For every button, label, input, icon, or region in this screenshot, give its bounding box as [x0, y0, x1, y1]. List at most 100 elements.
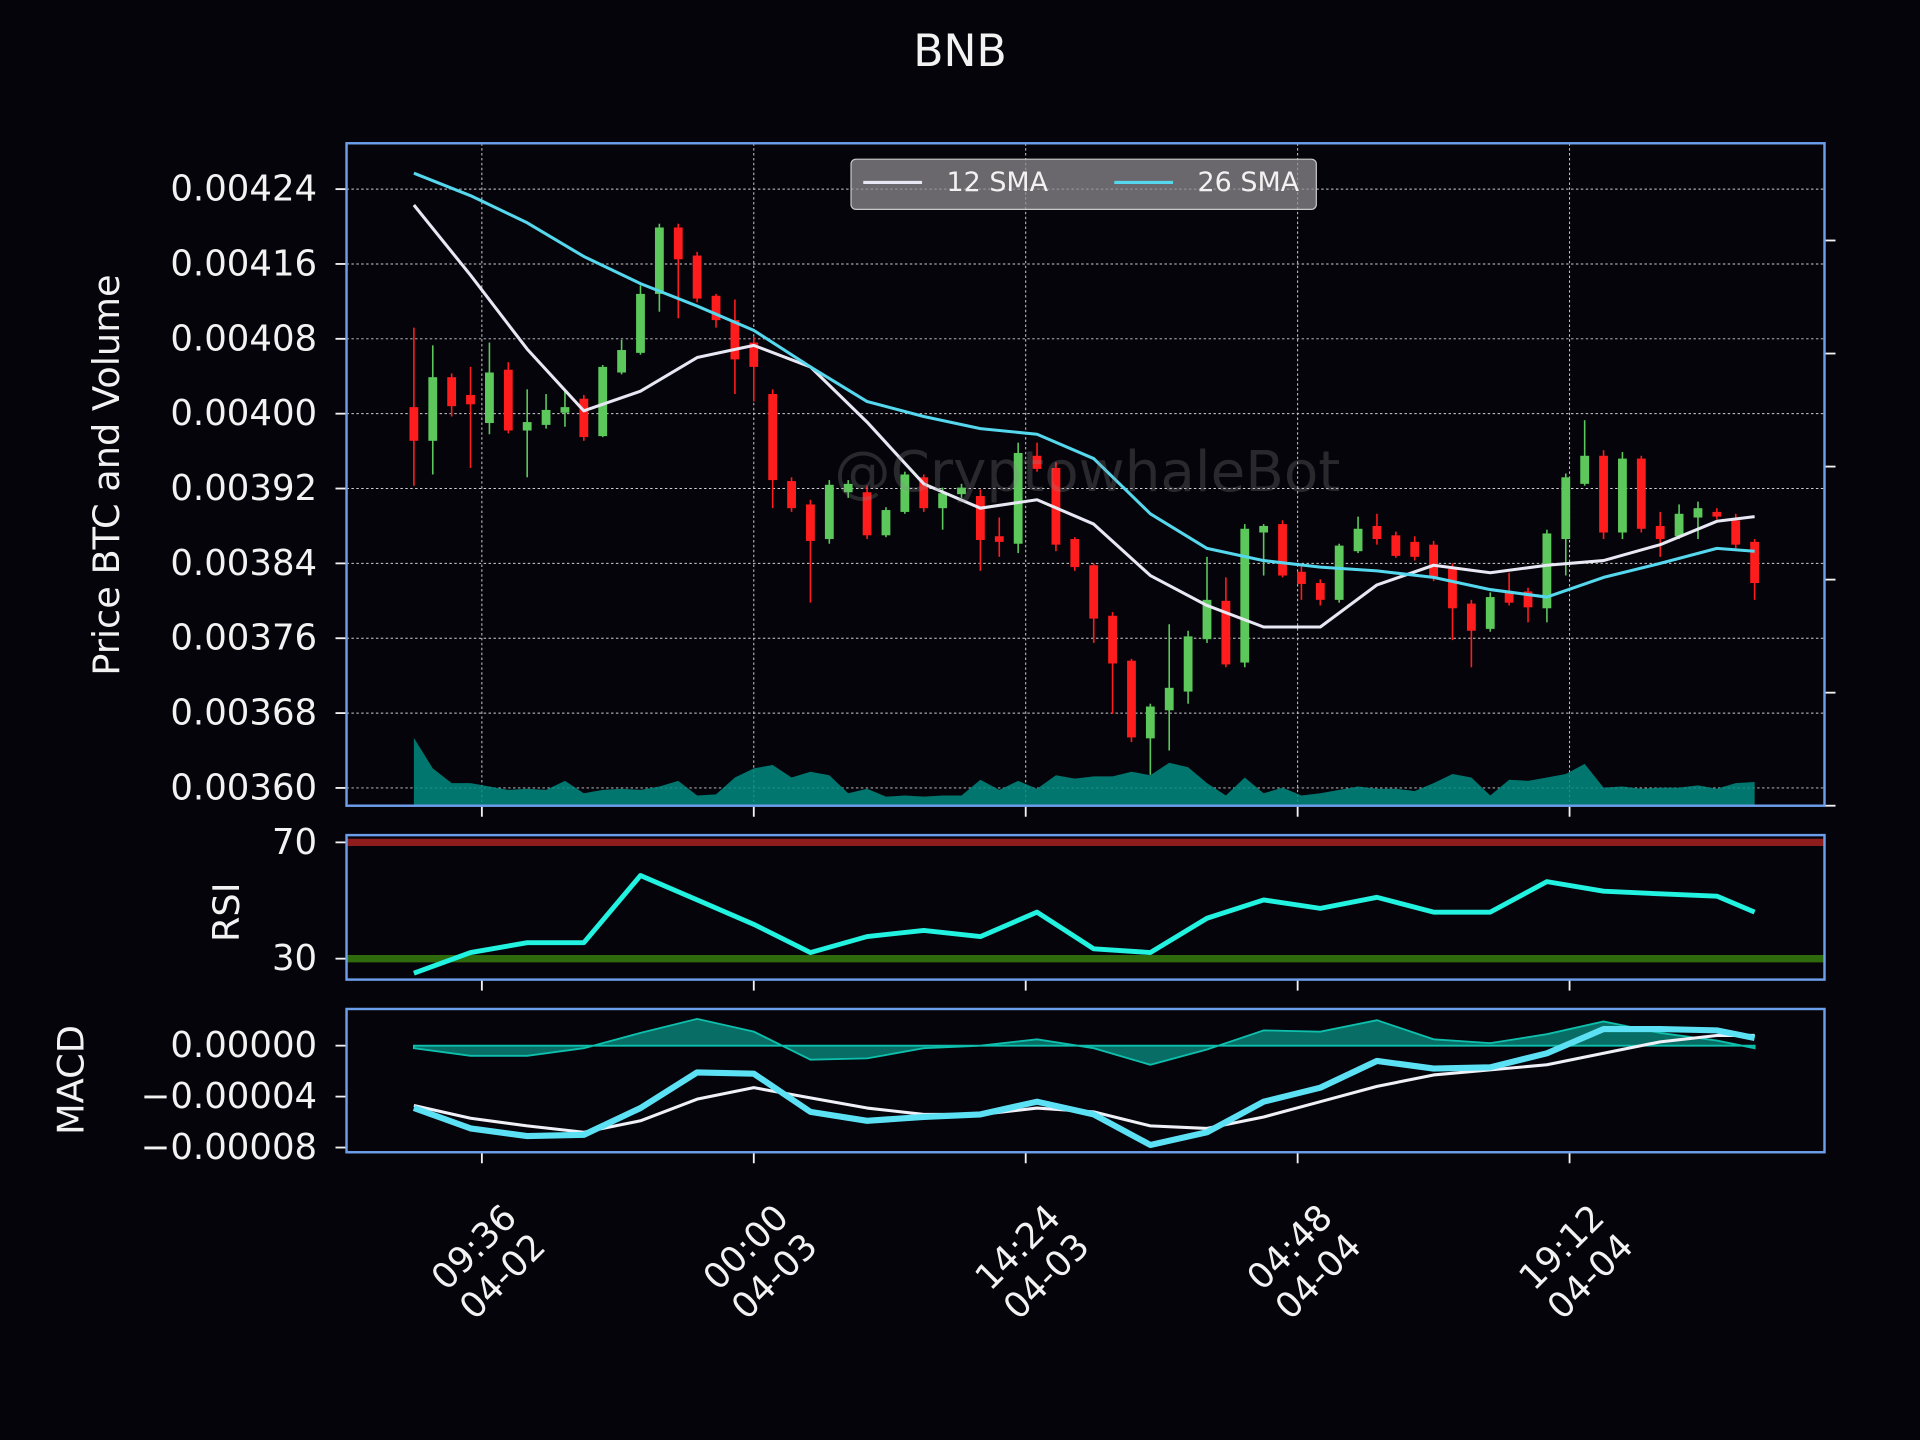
candle-body: [1466, 603, 1476, 631]
candle-body: [485, 372, 494, 424]
candle-body: [843, 483, 853, 493]
candle-body: [881, 510, 891, 536]
candle-body: [560, 407, 570, 413]
candle-body: [1372, 525, 1382, 540]
candle-body: [1504, 591, 1514, 603]
panel-border: [345, 142, 1826, 807]
candle-body: [975, 496, 985, 540]
line-series: [412, 1026, 1756, 1149]
candle-body: [1353, 528, 1363, 552]
y-tick-label: 0.00384: [170, 543, 317, 584]
candle-body: [768, 394, 778, 481]
candle-body: [1561, 477, 1571, 540]
chart-title: BNB: [913, 26, 1006, 77]
candle-body: [1013, 452, 1023, 544]
candle-body: [579, 398, 589, 438]
candle-body: [1485, 597, 1495, 629]
y-axis-label: Price BTC and Volume: [85, 274, 128, 675]
y-tick-label: 0.00000: [170, 1025, 317, 1066]
panel-background: [346, 143, 1825, 806]
y-axis-label: MACD: [50, 1025, 93, 1135]
candle-body: [862, 492, 872, 536]
candle-body: [938, 493, 948, 509]
candle-body: [1391, 535, 1401, 556]
candle-body: [806, 504, 815, 541]
candle-body: [598, 366, 608, 437]
legend-label: 12 SMA: [947, 167, 1049, 198]
candle-body: [541, 409, 551, 425]
candle-body: [1183, 636, 1193, 692]
candle-body: [1731, 520, 1741, 545]
candle-body: [1542, 533, 1552, 609]
candle-body: [1202, 599, 1212, 640]
candle-body: [1108, 615, 1117, 664]
candle-body: [1618, 458, 1627, 533]
panel-border: [345, 833, 1826, 981]
candle-body: [1674, 513, 1684, 537]
candle-body: [654, 227, 664, 294]
candle-body: [617, 350, 627, 373]
volume-area: [413, 737, 1755, 806]
candle-body: [1636, 458, 1646, 529]
candle-body: [1315, 583, 1325, 600]
panel-border: [345, 1007, 1826, 1154]
candle-body: [1032, 455, 1042, 469]
candle-body: [711, 295, 721, 321]
candle-body: [673, 227, 683, 260]
y-tick-label: 0.00368: [170, 693, 317, 734]
candle-body: [824, 484, 834, 540]
y-tick-label: −0.00004: [141, 1076, 318, 1117]
candle-body: [1259, 525, 1269, 533]
candle-body: [1429, 544, 1439, 578]
candle-body: [1240, 528, 1250, 663]
y-tick-label: 0.00376: [170, 618, 317, 659]
candle-body: [730, 320, 740, 360]
candle-body: [900, 474, 910, 512]
line-series: [412, 204, 1755, 629]
candle-body: [749, 342, 759, 367]
candle-body: [787, 481, 796, 509]
watermark: @CryptowhaleBot: [834, 440, 1340, 505]
y-tick-label: 0.00416: [170, 243, 317, 284]
candle-body: [692, 255, 702, 299]
y-tick-label: 0.00392: [170, 468, 317, 509]
candle-body: [428, 377, 438, 441]
candle-body: [1599, 455, 1608, 533]
y-tick-label: 0.00400: [170, 393, 317, 434]
y-tick-label: −0.00008: [141, 1127, 318, 1168]
candle-body: [1145, 706, 1155, 739]
candle-body: [1070, 539, 1080, 568]
candle-body: [1750, 541, 1760, 584]
line-series: [413, 873, 1756, 976]
candle-body: [636, 293, 645, 353]
y-tick-label: 70: [272, 822, 317, 863]
candle-body: [1693, 508, 1703, 518]
legend: [850, 158, 1317, 210]
candle-body: [919, 477, 929, 509]
candle-body: [409, 407, 419, 441]
candle-body: [994, 536, 1004, 542]
y-tick-label: 0.00424: [170, 169, 317, 210]
y-tick-label: 0.00408: [170, 318, 317, 359]
candle-body: [1278, 524, 1287, 576]
candle-body: [1127, 660, 1136, 738]
candle-body: [1297, 571, 1306, 584]
candle-body: [466, 394, 475, 405]
candle-body: [503, 369, 513, 431]
candle-body: [522, 422, 532, 431]
candle-body: [1221, 600, 1231, 665]
candle-body: [957, 487, 966, 495]
y-tick-label: 0.00360: [170, 767, 317, 808]
candle-body: [1655, 525, 1665, 540]
candle-body: [1712, 511, 1722, 517]
candle-body: [1448, 568, 1457, 609]
legend-label: 26 SMA: [1198, 167, 1300, 198]
candle-body: [447, 377, 457, 407]
candle-body: [1164, 687, 1174, 711]
candle-body: [1089, 565, 1099, 619]
y-tick-label: 30: [272, 938, 317, 979]
candle-body: [1523, 591, 1533, 608]
candle-body: [1580, 455, 1590, 484]
